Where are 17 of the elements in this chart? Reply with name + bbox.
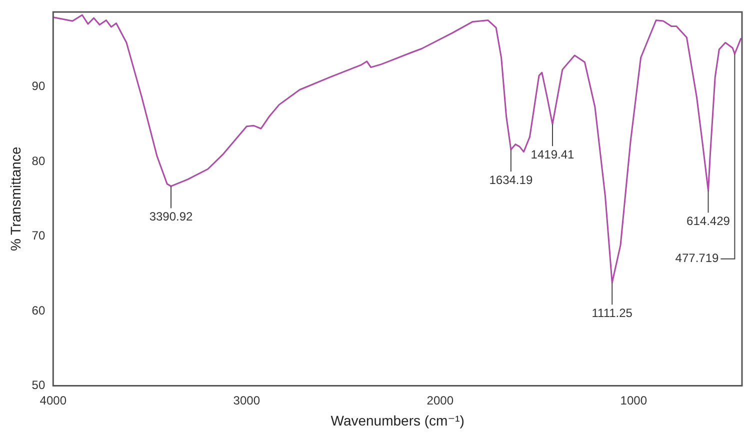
x-tick-label: 1000 [620, 393, 648, 408]
x-tick-label: 2000 [426, 393, 454, 408]
x-tick-label: 3000 [233, 393, 260, 408]
y-tick-label: 90 [32, 79, 46, 94]
annotation: 614.429 [686, 214, 730, 228]
annotation: 3390.92 [149, 210, 194, 224]
annotation: 1111.25 [592, 306, 633, 320]
annotation: 1634.19 [489, 172, 533, 187]
annotation: 477.719 [675, 251, 720, 266]
x-tick-label: 4000 [40, 393, 67, 408]
annotation: 1419.41 [530, 147, 574, 162]
y-tick-label: 60 [32, 303, 46, 318]
y-tick-label: 80 [32, 154, 46, 168]
y-axis-title: % Transmittance [7, 146, 24, 252]
y-tick-label: 50 [32, 378, 46, 392]
x-axis-title: Wavenumbers (cm⁻¹) [330, 412, 464, 428]
y-tick-label: 70 [32, 228, 46, 243]
